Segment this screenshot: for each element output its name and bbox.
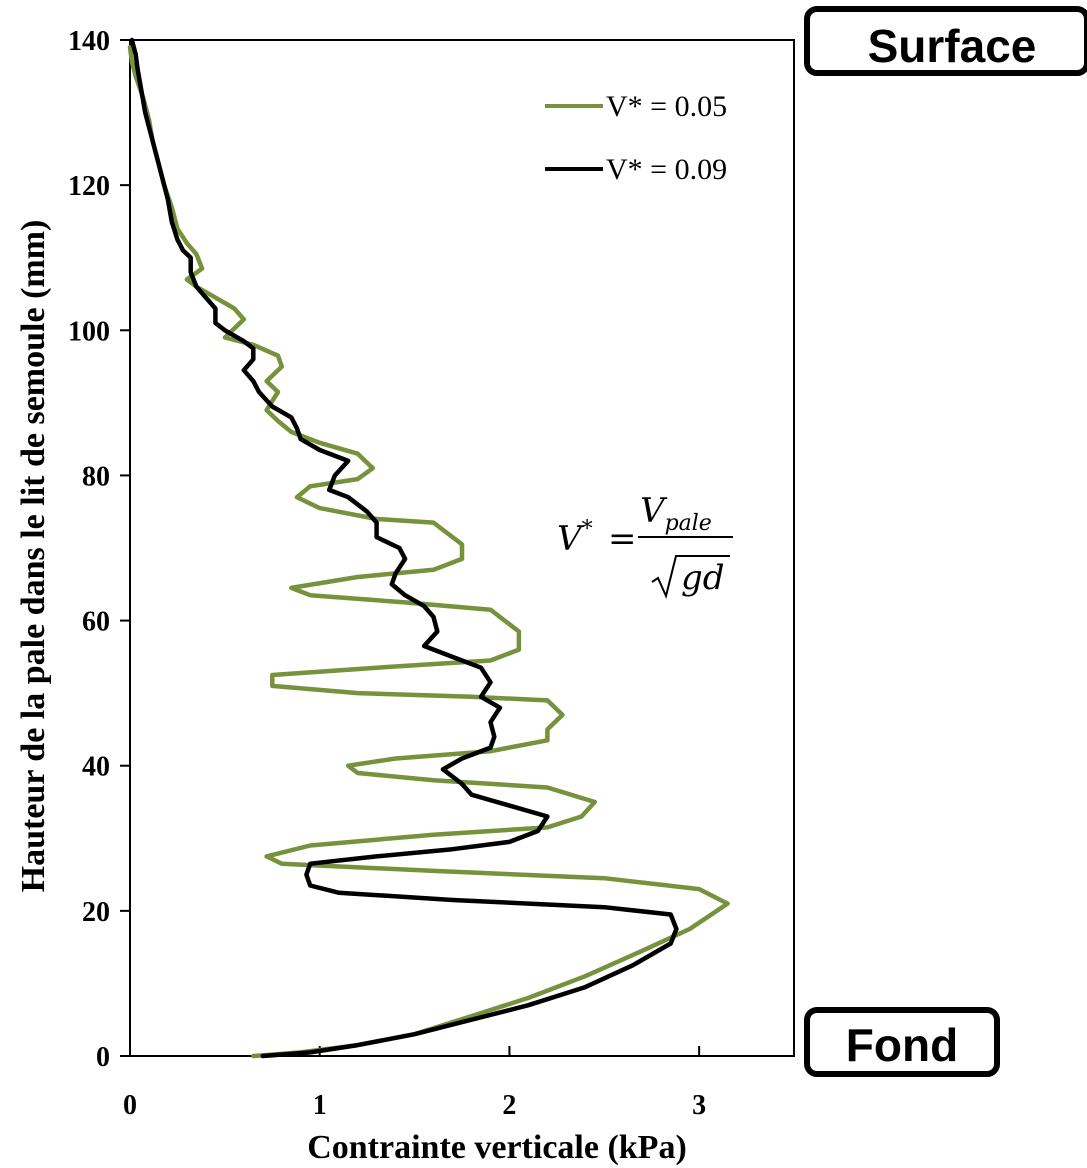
x-tick-label: 2 bbox=[502, 1090, 516, 1121]
y-tick-label: 60 bbox=[82, 607, 110, 638]
x-tick-label: 3 bbox=[692, 1090, 706, 1121]
y-tick-label: 100 bbox=[68, 316, 110, 347]
legend-label-series-1: V* = 0.05 bbox=[606, 90, 727, 123]
y-axis-ticks: 0 20 40 60 80 100 120 140 bbox=[68, 26, 130, 1073]
y-tick-label: 120 bbox=[68, 171, 110, 202]
y-axis-title: Hauteur de la pale dans le lit de semoul… bbox=[15, 220, 52, 893]
formula-numerator: Vpale bbox=[640, 491, 712, 536]
formula: V* = Vpale gd bbox=[557, 491, 733, 600]
legend: V* = 0.05 V* = 0.09 bbox=[545, 90, 727, 186]
series-line-1 bbox=[127, 45, 730, 1059]
x-axis-ticks: 0 1 2 3 bbox=[123, 1046, 706, 1121]
series-line-2 bbox=[129, 37, 679, 1059]
surface-label: Surface bbox=[868, 20, 1037, 72]
y-tick-label: 140 bbox=[68, 26, 110, 57]
fond-box bbox=[804, 1007, 1000, 1077]
y-tick-label: 80 bbox=[82, 461, 110, 492]
y-tick-label: 40 bbox=[82, 752, 110, 783]
series-layer bbox=[127, 37, 730, 1059]
formula-equals: = bbox=[608, 519, 637, 559]
formula-denominator: gd bbox=[681, 558, 725, 598]
y-tick-label: 20 bbox=[82, 897, 110, 928]
x-tick-label: 1 bbox=[313, 1090, 327, 1121]
formula-lhs: V* bbox=[557, 517, 593, 559]
x-axis-title: Contrainte verticale (kPa) bbox=[307, 1129, 687, 1166]
y-tick-label: 0 bbox=[96, 1042, 110, 1073]
surface-box bbox=[804, 6, 1087, 76]
plot-area bbox=[129, 39, 795, 1057]
x-tick-label: 0 bbox=[123, 1090, 137, 1121]
legend-label-series-2: V* = 0.09 bbox=[606, 153, 727, 186]
formula-sqrt-sign bbox=[651, 555, 730, 600]
fond-label: Fond bbox=[846, 1019, 958, 1071]
